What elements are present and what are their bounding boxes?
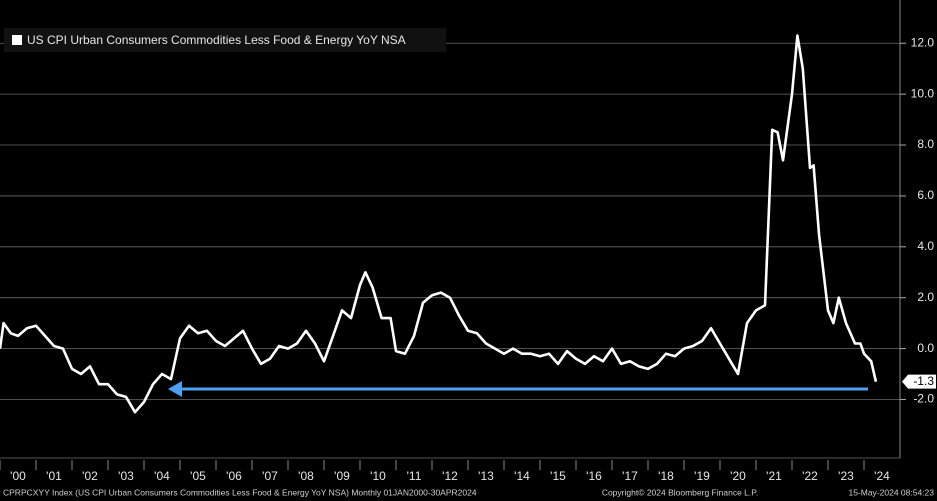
y-tick-label: 2.0	[917, 290, 934, 304]
x-tick-label: '24	[874, 469, 890, 483]
x-tick-label: '10	[370, 469, 386, 483]
last-value-label: -1.3	[913, 374, 934, 388]
x-tick-label: '04	[154, 469, 170, 483]
legend-label: US CPI Urban Consumers Commodities Less …	[27, 33, 406, 47]
x-tick-label: '00	[10, 469, 26, 483]
y-tick-label: -2.0	[913, 392, 934, 406]
x-tick-label: '13	[478, 469, 494, 483]
x-tick-label: '06	[226, 469, 242, 483]
x-tick-label: '19	[694, 469, 710, 483]
x-tick-label: '03	[118, 469, 134, 483]
x-tick-label: '15	[550, 469, 566, 483]
x-tick-label: '23	[838, 469, 854, 483]
series-line	[0, 34, 878, 414]
x-tick-label: '22	[802, 469, 818, 483]
footer-center: Copyright© 2024 Bloomberg Finance L.P.	[602, 487, 758, 497]
legend-swatch	[12, 35, 22, 45]
x-tick-label: '02	[82, 469, 98, 483]
y-tick-label: 0.0	[917, 341, 934, 355]
x-tick-label: '21	[766, 469, 782, 483]
x-tick-label: '08	[298, 469, 314, 483]
arrow-head	[168, 381, 182, 397]
x-tick-label: '16	[586, 469, 602, 483]
x-tick-label: '01	[46, 469, 62, 483]
x-tick-label: '09	[334, 469, 350, 483]
x-tick-label: '18	[658, 469, 674, 483]
x-tick-label: '11	[407, 469, 422, 483]
footer-left: CPRPCXYY Index (US CPI Urban Consumers C…	[3, 487, 477, 497]
footer-right: 15-May-2024 08:54:23	[848, 487, 934, 497]
y-tick-label: 4.0	[917, 239, 934, 253]
x-tick-label: '20	[730, 469, 746, 483]
x-tick-label: '14	[514, 469, 530, 483]
legend-box	[4, 28, 446, 52]
y-tick-label: 10.0	[911, 86, 935, 100]
x-tick-label: '07	[262, 469, 278, 483]
x-tick-label: '17	[622, 469, 638, 483]
y-tick-label: 6.0	[917, 188, 934, 202]
x-tick-label: '05	[190, 469, 206, 483]
y-tick-label: 8.0	[917, 137, 934, 151]
y-tick-label: 12.0	[911, 35, 935, 49]
x-tick-label: '12	[442, 469, 458, 483]
last-value-box	[902, 374, 936, 389]
